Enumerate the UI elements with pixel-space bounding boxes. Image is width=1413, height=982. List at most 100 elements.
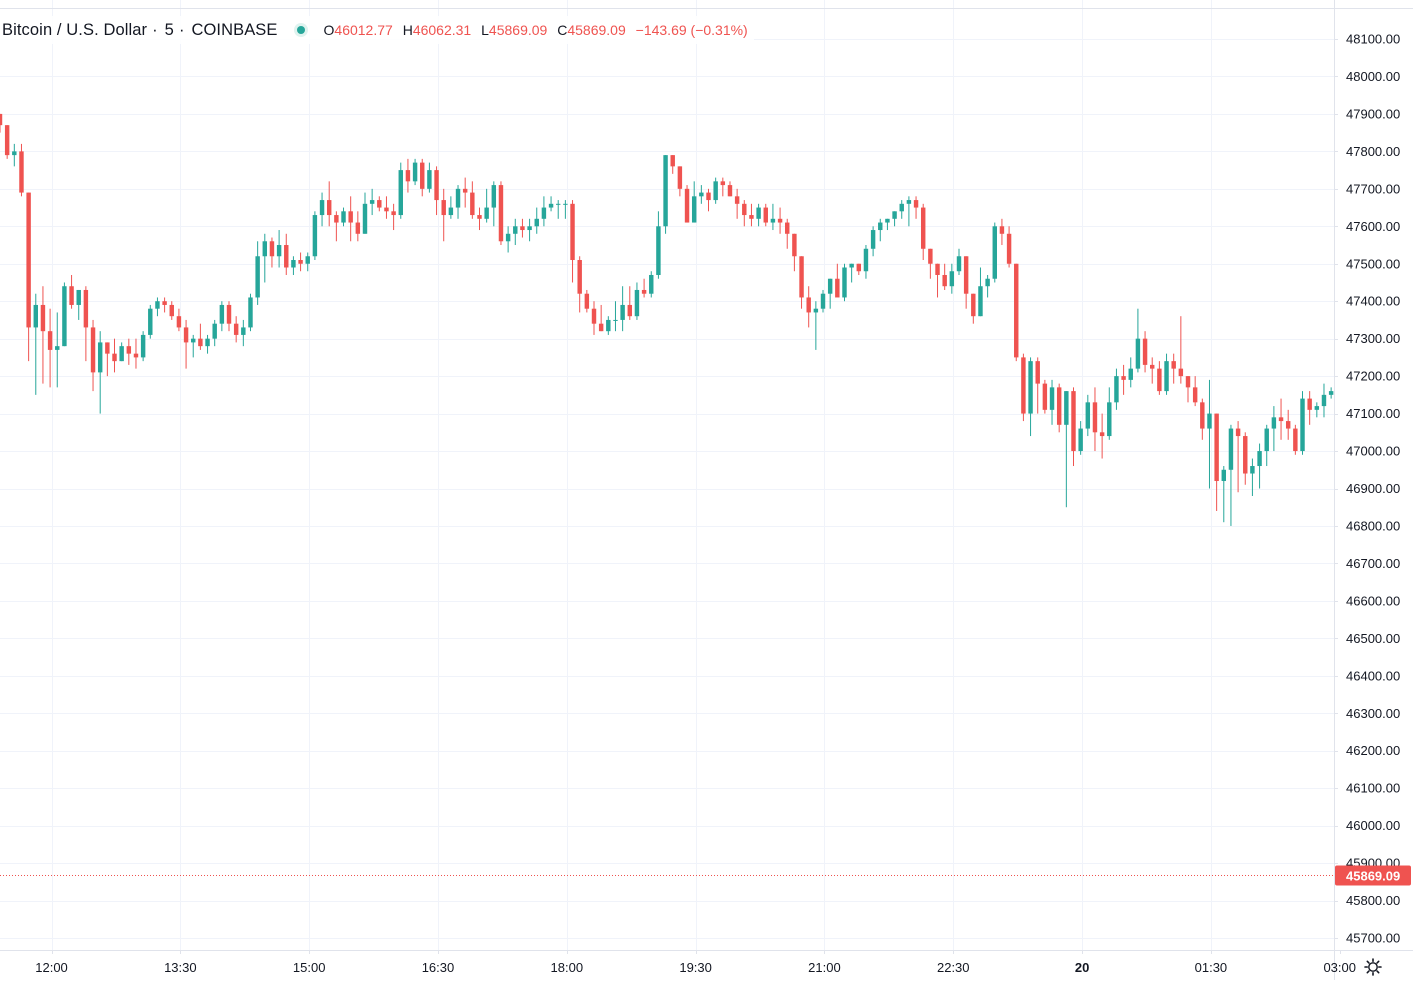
candle-body xyxy=(427,170,432,189)
candle-body xyxy=(1200,402,1205,429)
candle xyxy=(148,304,153,339)
y-tick-label: 46800.00 xyxy=(1346,518,1400,533)
candle-body xyxy=(570,203,575,261)
high-label: H xyxy=(402,22,413,38)
candle xyxy=(412,158,418,186)
market-status-icon[interactable] xyxy=(293,23,308,37)
candle-body xyxy=(913,200,919,208)
interval-label[interactable]: 5 xyxy=(164,20,174,39)
candle-body xyxy=(699,192,704,197)
candle xyxy=(785,218,790,249)
candle xyxy=(885,218,890,231)
y-tick-label: 47200.00 xyxy=(1346,369,1400,384)
candle-body xyxy=(963,256,969,294)
candle xyxy=(40,286,46,384)
candle xyxy=(484,188,489,223)
ohlc-values: O46012.77 H46062.31 L45869.09 C45869.09 … xyxy=(324,22,748,38)
candle-body xyxy=(112,353,117,362)
candle xyxy=(76,289,81,320)
candle-body xyxy=(627,304,633,317)
candle-body xyxy=(341,211,346,223)
candle-body xyxy=(1150,364,1155,369)
candle xyxy=(1150,357,1155,384)
candle xyxy=(119,342,124,362)
symbol-title[interactable]: Bitcoin / U.S. Dollar xyxy=(2,20,148,39)
candle-body xyxy=(12,151,17,156)
candle-body xyxy=(1021,357,1026,414)
candle-body xyxy=(663,155,668,227)
candle-body xyxy=(284,245,289,268)
candle-body xyxy=(956,256,962,272)
candle xyxy=(706,188,711,212)
candle-body xyxy=(1071,391,1076,452)
candle xyxy=(570,200,575,283)
candle-body xyxy=(369,200,375,204)
candle xyxy=(1293,424,1298,455)
candle-body xyxy=(813,308,819,313)
candle xyxy=(398,162,403,219)
candle-body xyxy=(1092,402,1098,433)
candle-body xyxy=(820,293,826,309)
candle xyxy=(1243,432,1248,485)
candle xyxy=(563,200,568,219)
candle-body xyxy=(1192,387,1198,403)
candle xyxy=(827,278,833,309)
candle-body xyxy=(498,185,504,242)
candle xyxy=(255,241,260,305)
candle xyxy=(985,274,990,298)
candle-body xyxy=(513,226,518,234)
candle-body xyxy=(205,338,210,347)
y-tick-label: 46000.00 xyxy=(1346,818,1400,833)
candle-body xyxy=(942,274,947,287)
candle xyxy=(1271,406,1277,452)
exchange-label[interactable]: COINBASE xyxy=(191,20,278,39)
candle-body xyxy=(1271,417,1277,429)
settings-gear-icon[interactable] xyxy=(1362,957,1384,977)
candle xyxy=(276,230,282,268)
candle xyxy=(742,200,747,227)
candle-body xyxy=(26,192,31,328)
candle-body xyxy=(1228,428,1234,470)
candle-body xyxy=(734,196,740,204)
candle-body xyxy=(1128,368,1133,380)
candle xyxy=(1214,413,1219,511)
candle-body xyxy=(470,192,475,216)
candle xyxy=(1121,364,1126,395)
candle-body xyxy=(1135,338,1141,369)
candle xyxy=(69,274,74,309)
candle-body xyxy=(1049,387,1055,410)
candle xyxy=(241,319,246,347)
candle xyxy=(892,211,897,227)
x-tick-label: 21:00 xyxy=(808,960,841,975)
candle-body xyxy=(548,203,554,208)
candle-body xyxy=(1250,466,1255,474)
separator-dot: · xyxy=(152,20,158,39)
change-value: −143.69 (−0.31%) xyxy=(635,22,748,38)
candle-body xyxy=(1028,361,1033,414)
candle-body xyxy=(1221,469,1227,482)
candle xyxy=(1264,424,1269,467)
candle xyxy=(1192,376,1198,407)
candle xyxy=(1028,357,1033,437)
candle xyxy=(956,248,962,275)
candle xyxy=(169,301,174,320)
candlestick-series xyxy=(0,113,1413,526)
candle-body xyxy=(90,327,96,373)
candle-body xyxy=(684,188,690,223)
grid-lines xyxy=(0,0,1334,950)
candle xyxy=(792,233,797,272)
candle-body xyxy=(785,222,790,234)
candle xyxy=(663,155,668,234)
candle xyxy=(963,256,969,309)
last-price-label-background xyxy=(1335,865,1411,886)
candle xyxy=(598,304,604,332)
x-tick-label: 20 xyxy=(1075,960,1089,975)
y-tick-label: 47000.00 xyxy=(1346,444,1400,459)
candle xyxy=(205,334,210,354)
candle xyxy=(513,218,518,246)
candle xyxy=(1278,398,1284,440)
candle xyxy=(1142,331,1148,373)
